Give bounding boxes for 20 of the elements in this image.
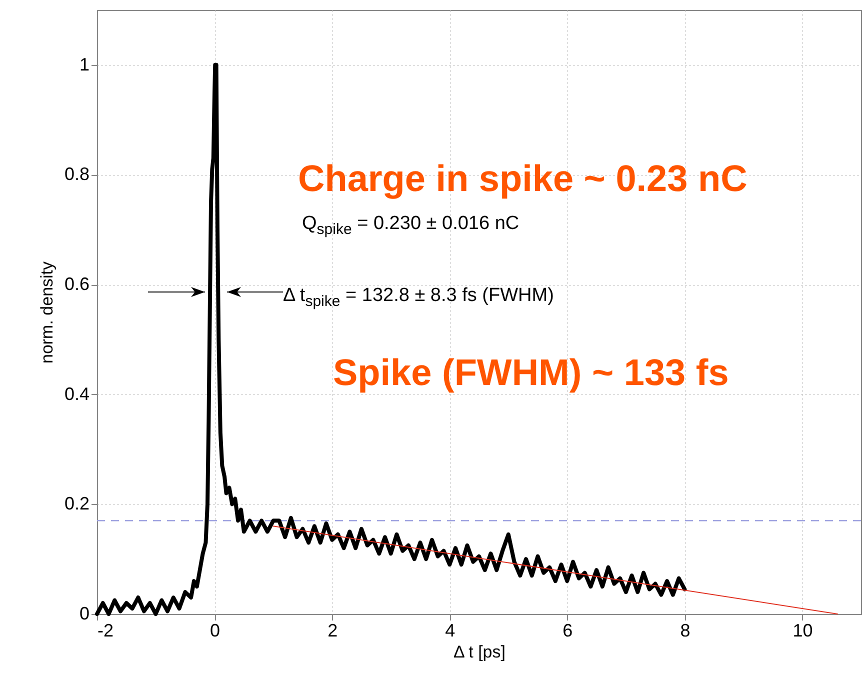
- annotation: Q$_{spike}$ = 0.230 ± 0.016 nC: [302, 213, 520, 238]
- x-tick-label: 8: [680, 620, 690, 640]
- x-axis-title: Δ t [ps]: [454, 642, 506, 662]
- y-tick-label: 0.2: [64, 494, 90, 514]
- y-tick-label: 0.8: [64, 164, 90, 184]
- annotation: Spike (FWHM) ~ 133 fs: [333, 352, 729, 394]
- annotation: Charge in spike ~ 0.23 nC: [298, 158, 748, 200]
- y-tick-label: 0: [79, 604, 90, 624]
- line-series: [95, 62, 687, 616]
- y-tick-label: 0.6: [64, 274, 90, 294]
- x-tick-label: 6: [562, 620, 573, 640]
- x-tick-label: -2: [98, 620, 114, 640]
- y-axis-title: norm. density: [37, 260, 56, 364]
- x-tick-label: 10: [792, 620, 813, 640]
- y-tick-label: 1: [79, 54, 90, 74]
- annotation: Δ t$_{spike}$ = 132.8 ± 8.3 fs (FWHM): [283, 285, 554, 310]
- x-tick-label: 0: [210, 620, 220, 640]
- y-tick-label: 0.4: [64, 384, 90, 404]
- x-tick-label: 2: [328, 620, 338, 640]
- x-tick-label: 4: [445, 620, 456, 640]
